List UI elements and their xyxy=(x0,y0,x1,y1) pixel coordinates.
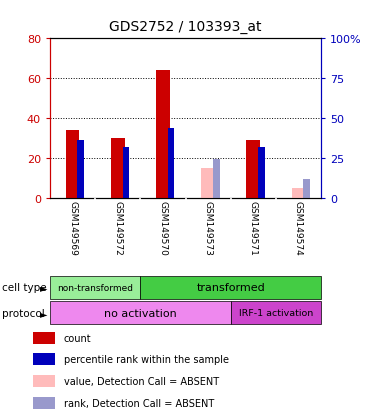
Text: rank, Detection Call = ABSENT: rank, Detection Call = ABSENT xyxy=(64,398,214,408)
Text: GSM149574: GSM149574 xyxy=(294,201,303,255)
Text: IRF-1 activation: IRF-1 activation xyxy=(239,309,313,318)
Text: ►: ► xyxy=(40,282,47,292)
Bar xyxy=(156,71,170,198)
Bar xyxy=(33,354,55,366)
Bar xyxy=(66,131,79,198)
Text: GSM149570: GSM149570 xyxy=(158,201,167,255)
Bar xyxy=(122,147,129,198)
Bar xyxy=(231,301,321,325)
Bar xyxy=(246,140,260,198)
Bar xyxy=(303,179,310,198)
Bar xyxy=(78,141,84,198)
Text: value, Detection Call = ABSENT: value, Detection Call = ABSENT xyxy=(64,376,219,386)
Text: ►: ► xyxy=(40,308,47,318)
Text: GSM149569: GSM149569 xyxy=(68,201,77,255)
Text: GSM149572: GSM149572 xyxy=(113,201,122,255)
Text: protocol: protocol xyxy=(2,308,45,318)
Bar xyxy=(213,160,220,198)
Text: non-transformed: non-transformed xyxy=(57,283,133,292)
Text: GDS2752 / 103393_at: GDS2752 / 103393_at xyxy=(109,20,262,34)
Bar xyxy=(33,332,55,344)
Text: GSM149573: GSM149573 xyxy=(204,201,213,255)
Text: cell type: cell type xyxy=(2,282,46,292)
Bar xyxy=(140,276,321,299)
Text: transformed: transformed xyxy=(196,282,265,292)
Bar xyxy=(33,375,55,387)
Bar xyxy=(292,188,305,198)
Bar xyxy=(111,139,125,198)
Text: GSM149571: GSM149571 xyxy=(249,201,258,255)
Bar xyxy=(201,169,215,198)
Bar xyxy=(50,276,140,299)
Bar xyxy=(33,397,55,409)
Bar xyxy=(168,128,174,198)
Text: count: count xyxy=(64,333,91,343)
Text: percentile rank within the sample: percentile rank within the sample xyxy=(64,354,229,364)
Bar xyxy=(258,147,265,198)
Text: no activation: no activation xyxy=(104,308,177,318)
Bar xyxy=(50,301,231,325)
